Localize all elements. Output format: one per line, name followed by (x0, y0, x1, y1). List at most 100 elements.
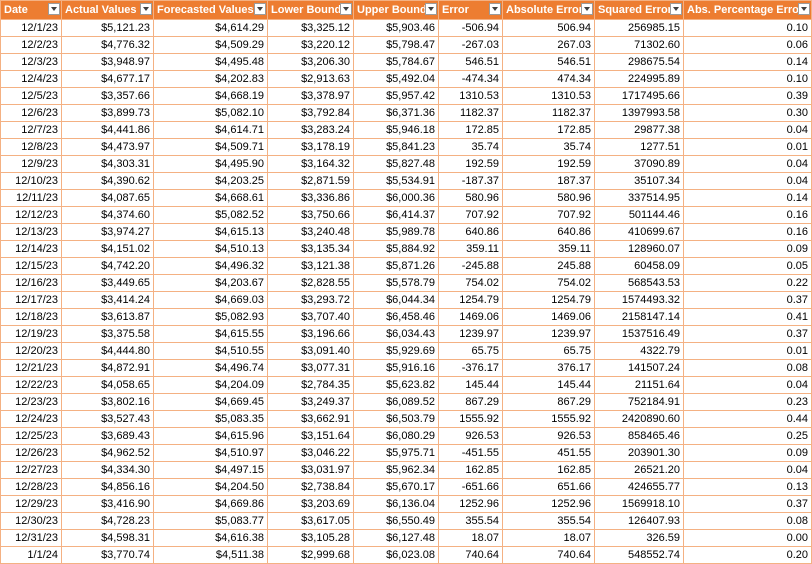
table-cell[interactable]: $3,249.37 (267, 393, 354, 411)
table-cell[interactable]: $3,689.43 (61, 427, 154, 445)
table-cell[interactable]: $3,899.73 (61, 104, 154, 122)
table-cell[interactable]: $5,534.91 (353, 172, 439, 190)
table-cell[interactable]: 2420890.60 (594, 410, 684, 428)
table-cell[interactable]: 546.51 (438, 53, 503, 71)
table-cell[interactable]: 141507.24 (594, 359, 684, 377)
table-cell[interactable]: 501144.46 (594, 206, 684, 224)
table-cell[interactable]: $3,974.27 (61, 223, 154, 241)
table-cell[interactable]: -474.34 (438, 70, 503, 88)
table-cell[interactable]: 12/3/23 (0, 53, 62, 71)
table-cell[interactable]: $4,616.38 (153, 529, 268, 547)
table-cell[interactable]: 0.04 (683, 172, 812, 190)
column-header-absolute-error[interactable]: Absolute Error (502, 0, 595, 20)
table-cell[interactable]: 12/28/23 (0, 478, 62, 496)
table-cell[interactable]: $5,083.77 (153, 512, 268, 530)
table-cell[interactable]: 474.34 (502, 70, 595, 88)
table-cell[interactable]: 192.59 (438, 155, 503, 173)
table-cell[interactable]: 12/11/23 (0, 189, 62, 207)
table-cell[interactable]: $4,303.31 (61, 155, 154, 173)
table-cell[interactable]: $5,798.47 (353, 36, 439, 54)
table-cell[interactable]: $6,371.36 (353, 104, 439, 122)
table-cell[interactable]: 0.05 (683, 257, 812, 275)
table-cell[interactable]: 0.14 (683, 189, 812, 207)
table-cell[interactable]: 145.44 (502, 376, 595, 394)
table-cell[interactable]: 18.07 (438, 529, 503, 547)
table-cell[interactable]: $4,668.61 (153, 189, 268, 207)
table-cell[interactable]: 0.09 (683, 240, 812, 258)
table-cell[interactable]: 1574493.32 (594, 291, 684, 309)
table-cell[interactable]: 4322.79 (594, 342, 684, 360)
table-cell[interactable]: 0.20 (683, 546, 812, 564)
table-cell[interactable]: 0.37 (683, 291, 812, 309)
table-cell[interactable]: 568543.53 (594, 274, 684, 292)
table-cell[interactable]: 162.85 (502, 461, 595, 479)
table-cell[interactable]: $4,728.23 (61, 512, 154, 530)
table-cell[interactable]: 0.16 (683, 206, 812, 224)
table-cell[interactable]: $4,742.20 (61, 257, 154, 275)
table-cell[interactable]: 0.08 (683, 359, 812, 377)
column-header-upper-bound[interactable]: Upper Bound (353, 0, 439, 20)
table-cell[interactable]: 1239.97 (438, 325, 503, 343)
table-cell[interactable]: 376.17 (502, 359, 595, 377)
table-cell[interactable]: 21151.64 (594, 376, 684, 394)
table-cell[interactable]: 0.00 (683, 529, 812, 547)
table-cell[interactable]: 0.10 (683, 70, 812, 88)
table-cell[interactable]: $3,164.32 (267, 155, 354, 173)
table-cell[interactable]: 359.11 (438, 240, 503, 258)
table-cell[interactable]: $3,031.97 (267, 461, 354, 479)
column-header-squared-error[interactable]: Squared Error (594, 0, 684, 20)
table-cell[interactable]: $3,151.64 (267, 427, 354, 445)
filter-dropdown-button[interactable] (254, 3, 266, 15)
table-cell[interactable]: 29877.38 (594, 121, 684, 139)
table-cell[interactable]: $4,058.65 (61, 376, 154, 394)
table-cell[interactable]: 640.86 (502, 223, 595, 241)
table-cell[interactable]: $4,776.32 (61, 36, 154, 54)
table-cell[interactable]: $4,203.25 (153, 172, 268, 190)
table-cell[interactable]: $4,669.45 (153, 393, 268, 411)
table-cell[interactable]: $2,784.35 (267, 376, 354, 394)
table-cell[interactable]: $5,929.69 (353, 342, 439, 360)
table-cell[interactable]: 424655.77 (594, 478, 684, 496)
table-cell[interactable]: 128960.07 (594, 240, 684, 258)
table-cell[interactable]: 546.51 (502, 53, 595, 71)
table-cell[interactable]: 12/19/23 (0, 325, 62, 343)
table-cell[interactable]: -267.03 (438, 36, 503, 54)
table-cell[interactable]: $4,598.31 (61, 529, 154, 547)
table-cell[interactable]: 12/12/23 (0, 206, 62, 224)
table-cell[interactable]: 18.07 (502, 529, 595, 547)
table-cell[interactable]: 12/6/23 (0, 104, 62, 122)
table-cell[interactable]: 12/22/23 (0, 376, 62, 394)
table-cell[interactable]: 752184.91 (594, 393, 684, 411)
table-cell[interactable]: 0.01 (683, 342, 812, 360)
table-cell[interactable]: 0.22 (683, 274, 812, 292)
table-cell[interactable]: $4,495.48 (153, 53, 268, 71)
table-cell[interactable]: $4,204.09 (153, 376, 268, 394)
table-cell[interactable]: $3,792.84 (267, 104, 354, 122)
filter-dropdown-button[interactable] (581, 3, 593, 15)
table-cell[interactable]: 12/29/23 (0, 495, 62, 513)
table-cell[interactable]: 0.08 (683, 512, 812, 530)
table-cell[interactable]: $3,046.22 (267, 444, 354, 462)
table-cell[interactable]: $3,293.72 (267, 291, 354, 309)
table-cell[interactable]: 1254.79 (502, 291, 595, 309)
table-cell[interactable]: $3,414.24 (61, 291, 154, 309)
table-cell[interactable]: $4,872.91 (61, 359, 154, 377)
table-cell[interactable]: 1252.96 (438, 495, 503, 513)
table-cell[interactable]: 0.44 (683, 410, 812, 428)
table-cell[interactable]: 1277.51 (594, 138, 684, 156)
table-cell[interactable]: $4,669.86 (153, 495, 268, 513)
table-cell[interactable]: 12/5/23 (0, 87, 62, 105)
table-cell[interactable]: $3,375.58 (61, 325, 154, 343)
table-cell[interactable]: $4,390.62 (61, 172, 154, 190)
table-cell[interactable]: 0.06 (683, 36, 812, 54)
table-cell[interactable]: 12/7/23 (0, 121, 62, 139)
table-cell[interactable]: $4,510.55 (153, 342, 268, 360)
table-cell[interactable]: -651.66 (438, 478, 503, 496)
table-cell[interactable]: $5,975.71 (353, 444, 439, 462)
table-cell[interactable]: $6,034.43 (353, 325, 439, 343)
table-cell[interactable]: 12/10/23 (0, 172, 62, 190)
table-cell[interactable]: $3,240.48 (267, 223, 354, 241)
table-cell[interactable]: $6,503.79 (353, 410, 439, 428)
table-cell[interactable]: 1537516.49 (594, 325, 684, 343)
filter-dropdown-button[interactable] (48, 3, 60, 15)
